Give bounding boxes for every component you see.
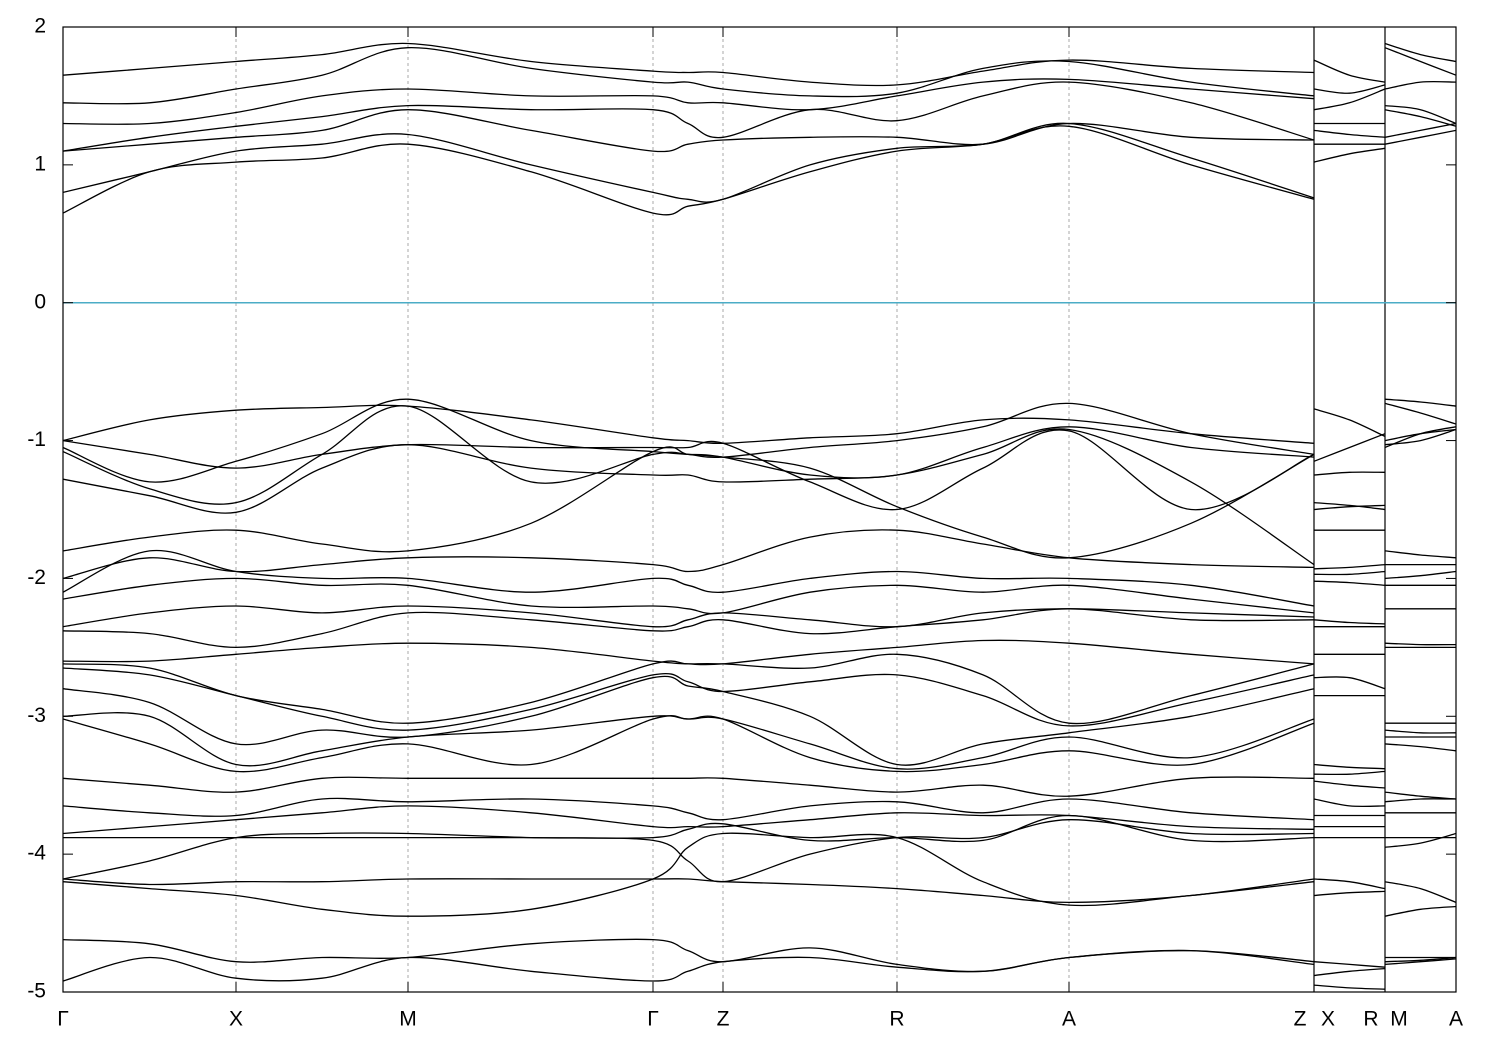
- band: [63, 653, 1456, 725]
- band: [63, 47, 1456, 105]
- x-tick-label: A: [1449, 1008, 1463, 1031]
- band: [63, 819, 1456, 904]
- band: [63, 608, 1456, 649]
- x-tick-label: M: [1390, 1008, 1408, 1031]
- axes: 210-1-2-3-4-5Γ X M Γ Z R A Z X R M A: [27, 15, 1463, 1031]
- band: [63, 398, 1456, 445]
- band: [63, 125, 1456, 216]
- y-tick-label: -4: [27, 842, 46, 865]
- band: [63, 529, 1456, 580]
- band: [63, 667, 1456, 734]
- bands: [63, 42, 1456, 990]
- band: [63, 577, 1456, 615]
- y-tick-label: -1: [27, 428, 46, 451]
- band: [63, 949, 1456, 990]
- band: [63, 426, 1456, 511]
- band: [63, 42, 1456, 87]
- plot-frame: [62, 26, 1457, 993]
- y-tick-label: 2: [34, 15, 46, 38]
- x-tick-label: Z: [1294, 1008, 1307, 1031]
- x-tick-label: X: [229, 1008, 243, 1031]
- band: [63, 797, 1456, 821]
- band: [63, 776, 1456, 808]
- band: [63, 109, 1456, 153]
- x-tick-label: Γ: [57, 1008, 69, 1031]
- band: [63, 78, 1456, 125]
- x-tick-label: R: [889, 1008, 904, 1031]
- band: [63, 549, 1456, 607]
- x-tick-label: R: [1363, 1008, 1378, 1031]
- y-tick-label: 1: [34, 152, 46, 175]
- band: [63, 675, 1456, 770]
- y-tick-label: -5: [27, 980, 46, 1003]
- y-tick-label: 0: [34, 290, 46, 313]
- x-tick-label: Γ: [647, 1008, 659, 1031]
- x-tick-label: M: [399, 1008, 417, 1031]
- y-tick-label: -3: [27, 704, 46, 727]
- x-tick-label: Z: [717, 1008, 730, 1031]
- band: [63, 81, 1456, 152]
- band: [63, 878, 1456, 917]
- band: [63, 832, 1456, 968]
- x-tick-label: A: [1062, 1008, 1076, 1031]
- band: [63, 814, 1456, 848]
- y-tick-label: -2: [27, 566, 46, 589]
- x-tick-label: X: [1321, 1008, 1335, 1031]
